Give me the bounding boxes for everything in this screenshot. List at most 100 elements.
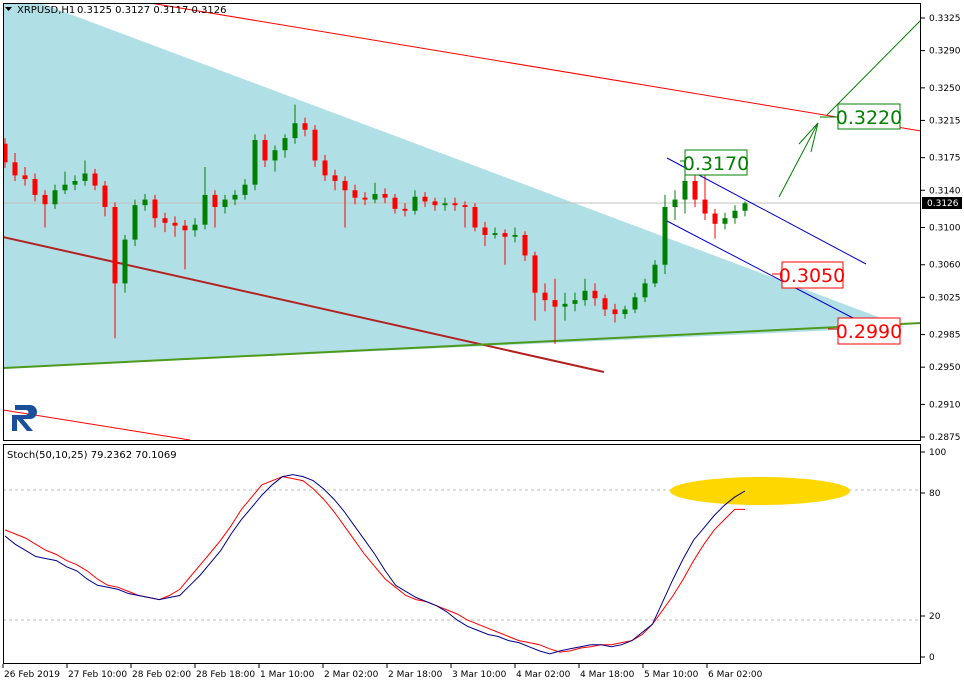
y-tick-label: 0.3325 [929,14,961,24]
candle [92,168,98,191]
candle-body [322,160,328,176]
x-tick-label: 4 Mar 02:00 [516,670,571,680]
candle-body [332,175,338,181]
candle-body [672,199,678,208]
candle-body [272,150,278,161]
candle [742,201,748,217]
candle [162,212,168,233]
candle [332,169,338,191]
candle-body [282,138,288,151]
candle-body [422,196,428,202]
level-label-target[interactable]: 0.3220 [820,103,902,130]
candle-body [572,300,578,304]
candle [452,197,458,211]
candle-body [612,309,618,315]
candle [462,201,468,228]
level-label-support-2[interactable]: 0.2990 [828,317,902,345]
candle [392,193,398,214]
x-tick-label: 27 Feb 10:00 [68,670,127,680]
y-tick-label: 0.3215 [929,116,961,126]
y-tick-label: 0.2950 [929,363,961,373]
stochastic-panel[interactable] [3,474,921,655]
y-tick-label: 0.2875 [929,433,961,443]
candle [282,134,288,158]
channel-upper[interactable] [666,157,867,265]
candle [702,171,708,221]
candle-body [142,199,148,206]
candle [272,145,278,172]
candle [412,190,418,215]
candle [652,260,658,288]
level-labels: 0.3220 0.3170 0.3050 0.2990 [680,103,902,345]
y-tick-label: 0.3060 [929,261,961,271]
x-tick-label: 28 Feb 18:00 [196,670,255,680]
candle [252,134,258,191]
candle-body [192,224,198,231]
candle [142,193,148,211]
x-tick-label: 2 Mar 18:00 [388,670,443,680]
candle-body [222,199,228,208]
candle-body [122,239,128,284]
forecast-arrow[interactable] [778,19,921,198]
candle [262,134,268,167]
candle [112,202,118,339]
stoch-tick-label: 20 [929,612,941,622]
candle [242,179,248,200]
candles [4,104,748,344]
channel-lower[interactable] [666,220,854,319]
overbought-highlight [670,477,850,505]
trendline-red-thick[interactable] [3,236,605,373]
candle [292,104,298,144]
candle-body [562,303,568,307]
candle [222,194,228,214]
candle [342,176,348,228]
candle [672,190,678,221]
triangle-pattern [4,4,905,368]
level-value: 0.3050 [779,265,845,287]
current-price-badge [922,197,962,209]
candle-body [202,194,208,225]
candle-body [472,207,478,228]
candle [172,216,178,237]
candle-body [42,194,48,205]
candle [622,305,628,319]
candle-body [632,297,638,310]
triangle-down-icon[interactable] [5,7,12,11]
candle [82,160,88,186]
candle [352,184,358,205]
level-label-high[interactable]: 0.3170 [680,149,749,176]
candle-body [512,234,518,237]
candle-body [342,180,348,191]
price-panel-border [3,3,921,441]
candle-body [62,184,68,191]
candle-body [32,179,38,195]
candle [582,278,588,306]
candle-body [702,199,708,214]
candle-body [22,175,28,180]
candle [692,173,698,208]
x-tick-label: 3 Mar 10:00 [452,670,507,680]
x-tick-label: 1 Mar 10:00 [260,670,315,680]
candle-body [522,234,528,256]
y-tick-label: 0.3175 [929,154,961,164]
trendline-red-top[interactable] [150,3,921,132]
candle [102,180,108,217]
candle-body [662,207,668,265]
stoch-axis[interactable]: 100 80 20 0 [921,448,946,663]
candle-body [12,162,18,176]
candle-body [592,290,598,299]
symbol-label: XRPUSD,H1 [17,5,75,16]
candle [32,173,38,202]
level-label-support-1[interactable]: 0.3050 [772,261,845,289]
candle-body [4,143,8,163]
x-tick-label: 26 Feb 2019 [4,670,60,680]
time-axis[interactable]: 26 Feb 2019 27 Feb 10:00 28 Feb 02:00 28 Fe… [2,664,763,680]
x-tick-label: 28 Feb 02:00 [132,670,191,680]
candle [382,188,388,204]
candle-body [162,218,168,223]
support-line-green[interactable] [3,322,921,369]
y-tick-label: 0.3140 [929,186,961,196]
price-axis[interactable]: 0.3325 0.3290 0.3250 0.3215 0.3175 0.3140 0.31… [921,14,961,443]
price-panel[interactable] [3,0,922,441]
